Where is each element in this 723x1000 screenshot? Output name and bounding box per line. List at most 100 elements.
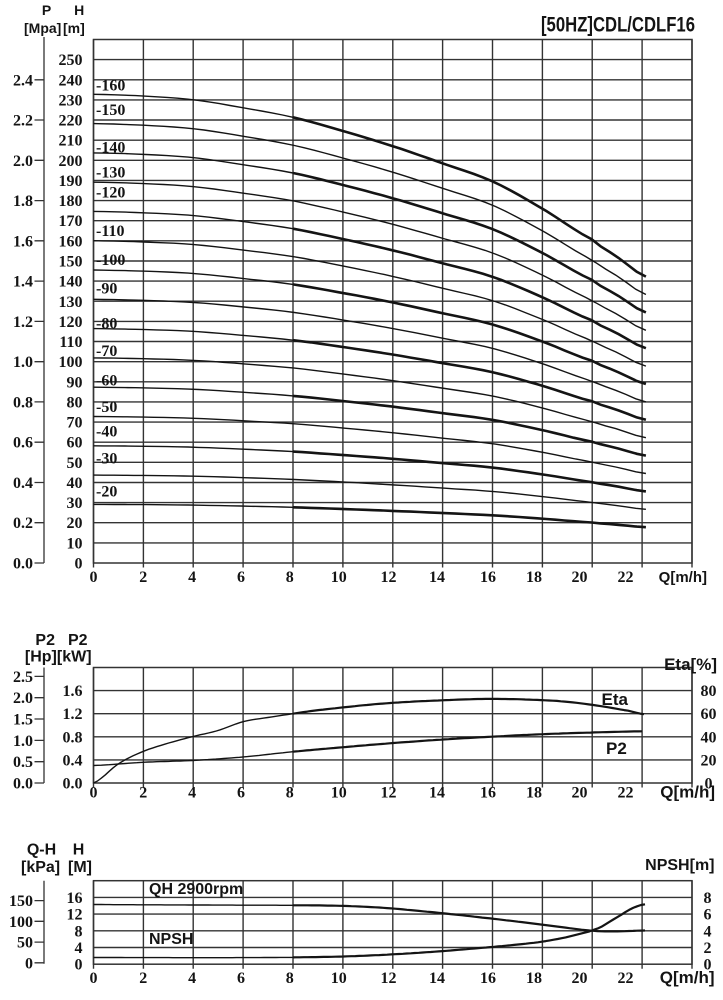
- svg-text:6: 6: [704, 907, 712, 924]
- svg-text:10: 10: [331, 569, 347, 586]
- svg-text:-120: -120: [96, 184, 125, 201]
- svg-text:8: 8: [286, 784, 294, 801]
- svg-text:20: 20: [67, 515, 83, 532]
- svg-text:10: 10: [331, 784, 347, 801]
- svg-text:4: 4: [188, 784, 196, 801]
- svg-text:20: 20: [701, 752, 717, 769]
- svg-text:16: 16: [480, 569, 496, 586]
- svg-text:NPSH[m]: NPSH[m]: [645, 857, 714, 874]
- svg-text:14: 14: [429, 970, 445, 987]
- svg-text:1.4: 1.4: [13, 274, 33, 291]
- svg-text:[Mpa]: [Mpa]: [24, 20, 61, 36]
- svg-text:8: 8: [286, 970, 294, 987]
- svg-text:10: 10: [67, 535, 83, 552]
- svg-text:30: 30: [67, 495, 83, 512]
- svg-text:0.5: 0.5: [13, 754, 33, 771]
- svg-text:16: 16: [67, 890, 83, 907]
- svg-text:QH 2900rpm: QH 2900rpm: [149, 881, 243, 898]
- svg-text:P2: P2: [35, 632, 55, 649]
- svg-text:-60: -60: [96, 373, 117, 390]
- svg-text:20: 20: [572, 970, 588, 987]
- svg-text:110: 110: [59, 334, 82, 351]
- svg-text:-150: -150: [96, 102, 125, 119]
- svg-text:-160: -160: [96, 78, 125, 95]
- svg-text:100: 100: [59, 354, 83, 371]
- svg-text:[m]: [m]: [63, 20, 85, 36]
- svg-text:6: 6: [237, 970, 245, 987]
- svg-text:2.0: 2.0: [13, 690, 33, 707]
- svg-text:NPSH: NPSH: [149, 931, 193, 948]
- svg-text:1.6: 1.6: [63, 683, 83, 700]
- svg-text:22: 22: [618, 784, 634, 801]
- svg-text:18: 18: [526, 784, 542, 801]
- svg-text:2.0: 2.0: [13, 153, 33, 170]
- svg-text:16: 16: [480, 970, 496, 987]
- svg-text:240: 240: [59, 72, 83, 89]
- svg-text:-130: -130: [96, 164, 125, 181]
- svg-text:100: 100: [9, 914, 33, 931]
- svg-text:0.8: 0.8: [13, 394, 33, 411]
- svg-text:Q[m/h]: Q[m/h]: [660, 968, 715, 987]
- svg-text:6: 6: [237, 784, 245, 801]
- svg-text:1.2: 1.2: [63, 706, 83, 723]
- svg-text:0.6: 0.6: [13, 435, 33, 452]
- svg-text:18: 18: [526, 569, 542, 586]
- svg-text:0.0: 0.0: [13, 556, 33, 573]
- svg-text:H: H: [73, 842, 85, 859]
- svg-text:150: 150: [9, 893, 33, 910]
- svg-text:0.4: 0.4: [13, 475, 33, 492]
- svg-text:-40: -40: [96, 423, 117, 440]
- svg-text:1.0: 1.0: [13, 354, 33, 371]
- svg-text:130: 130: [59, 294, 83, 311]
- svg-text:[M]: [M]: [68, 859, 92, 876]
- svg-text:Eta[%]: Eta[%]: [664, 655, 717, 674]
- svg-text:2: 2: [139, 970, 147, 987]
- svg-text:170: 170: [59, 213, 83, 230]
- svg-text:-140: -140: [96, 139, 125, 156]
- svg-text:-30: -30: [96, 451, 117, 468]
- svg-text:140: 140: [59, 274, 83, 291]
- svg-text:[Hp][kW]: [Hp][kW]: [25, 649, 92, 666]
- svg-text:H: H: [74, 2, 84, 18]
- svg-text:250: 250: [59, 52, 83, 69]
- svg-text:0.8: 0.8: [63, 729, 83, 746]
- svg-text:4: 4: [188, 970, 196, 987]
- svg-text:1.2: 1.2: [13, 314, 33, 331]
- svg-text:50: 50: [67, 455, 83, 472]
- svg-text:2.2: 2.2: [13, 113, 33, 130]
- svg-text:1.5: 1.5: [13, 712, 33, 729]
- svg-text:-80: -80: [96, 316, 117, 333]
- svg-text:18: 18: [526, 970, 542, 987]
- svg-text:220: 220: [59, 113, 83, 130]
- svg-text:2: 2: [704, 940, 712, 957]
- svg-text:P2: P2: [68, 632, 88, 649]
- svg-text:0: 0: [75, 957, 83, 974]
- svg-text:1.0: 1.0: [13, 733, 33, 750]
- svg-text:6: 6: [237, 569, 245, 586]
- svg-text:Eta: Eta: [602, 690, 629, 709]
- svg-text:Q-H: Q-H: [27, 842, 56, 859]
- svg-text:2.5: 2.5: [13, 669, 33, 686]
- svg-text:12: 12: [381, 569, 397, 586]
- svg-text:0: 0: [90, 970, 98, 987]
- svg-text:P2: P2: [606, 739, 627, 758]
- svg-text:-50: -50: [96, 399, 117, 416]
- svg-text:0.0: 0.0: [63, 776, 83, 793]
- svg-text:[50HZ]CDL/CDLF16: [50HZ]CDL/CDLF16: [541, 14, 695, 37]
- svg-text:20: 20: [572, 784, 588, 801]
- svg-text:16: 16: [480, 784, 496, 801]
- svg-text:2: 2: [139, 569, 147, 586]
- svg-text:P: P: [42, 2, 51, 18]
- svg-text:0.0: 0.0: [13, 776, 33, 793]
- svg-text:80: 80: [67, 394, 83, 411]
- svg-text:22: 22: [618, 569, 634, 586]
- svg-text:14: 14: [429, 784, 445, 801]
- svg-text:0: 0: [90, 784, 98, 801]
- svg-text:4: 4: [704, 923, 712, 940]
- svg-text:10: 10: [331, 970, 347, 987]
- svg-text:210: 210: [59, 133, 83, 150]
- svg-text:14: 14: [429, 569, 445, 586]
- svg-text:-100: -100: [96, 252, 125, 269]
- svg-text:190: 190: [59, 173, 83, 190]
- svg-text:50: 50: [17, 935, 33, 952]
